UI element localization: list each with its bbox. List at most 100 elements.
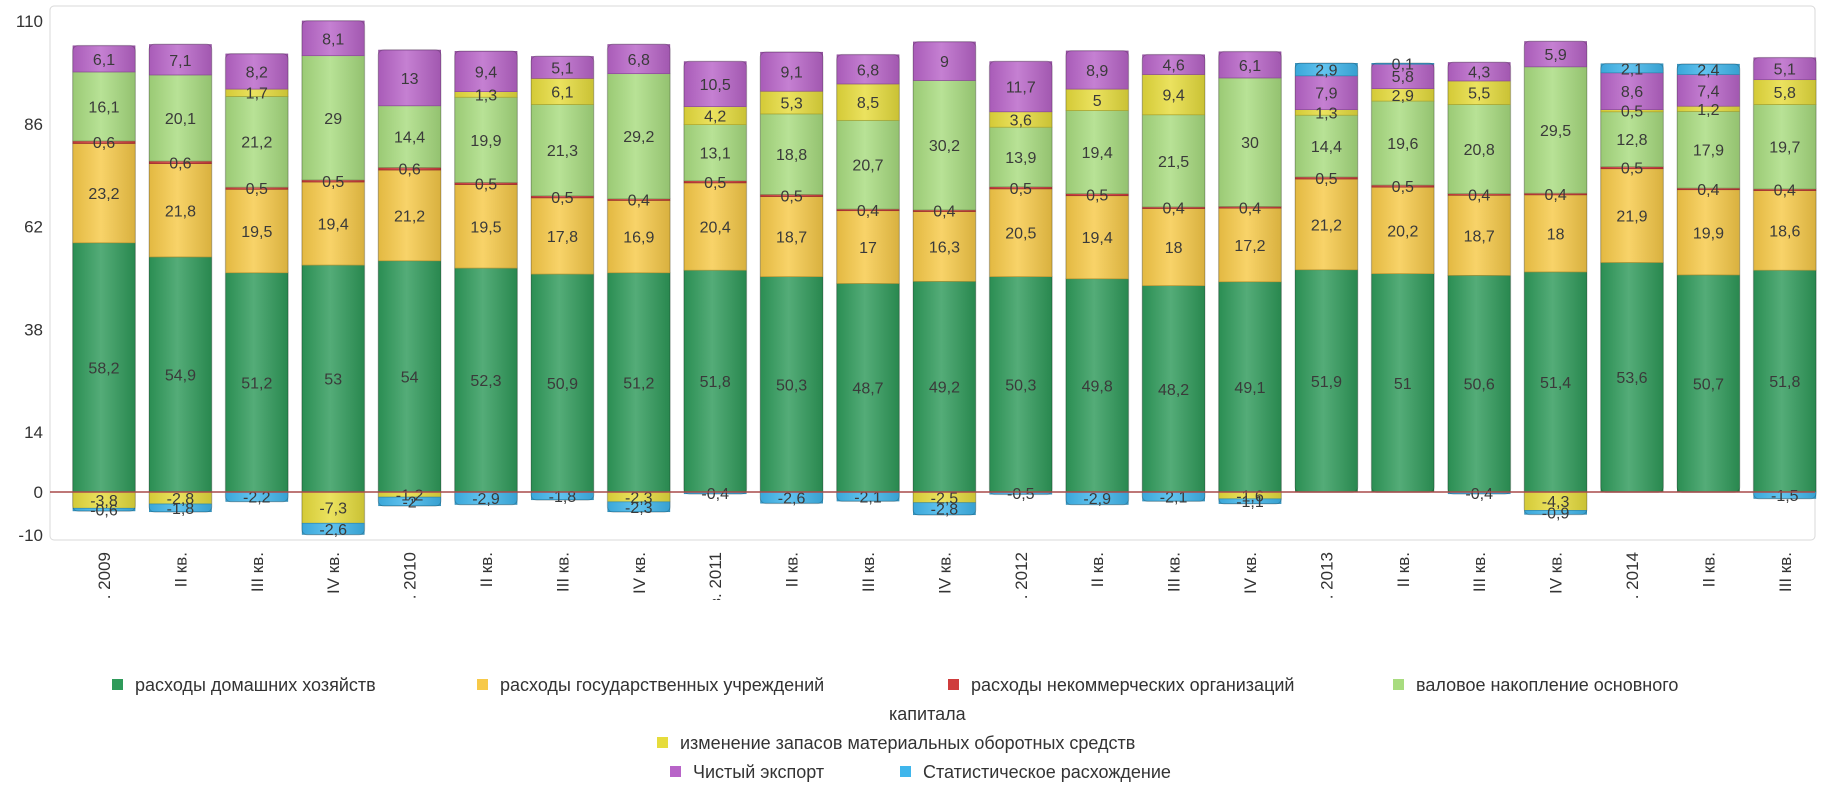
data-label: 7,1 [169, 53, 191, 70]
data-label: 18 [1165, 240, 1183, 257]
data-label: 51,4 [1540, 375, 1571, 392]
bar-segment [1677, 189, 1740, 276]
bar-segment [1677, 110, 1740, 189]
bar-outline [836, 53, 900, 502]
data-label: 2,9 [1315, 63, 1337, 80]
data-label: -7,3 [319, 501, 347, 518]
data-label: 20,4 [700, 220, 731, 237]
bar-outline [1218, 50, 1282, 505]
bar-segment [225, 96, 289, 188]
bar-segment [225, 272, 289, 493]
bar-segment [1218, 281, 1282, 493]
bar-segment [989, 276, 1053, 493]
data-label: -1,5 [1771, 488, 1799, 505]
legend-item-government[interactable]: расходы государственных учреждений [477, 675, 824, 696]
bar-segment [1753, 104, 1817, 190]
data-label: 8,6 [1621, 84, 1643, 101]
data-label: 7,9 [1315, 86, 1337, 103]
data-label: 0,5 [1010, 181, 1032, 198]
data-label: 19,7 [1769, 140, 1800, 157]
bar-segment [683, 182, 747, 271]
data-label: 19,5 [470, 219, 501, 236]
data-label: 8,5 [857, 95, 879, 112]
bar-segment [454, 184, 518, 269]
stacked-bar-chart: -1001438628611058,223,20,616,1-3,86,1-0,… [16, 5, 1817, 625]
data-label: 19,9 [470, 133, 501, 150]
data-label: 19,4 [1082, 145, 1113, 162]
data-label: 51,9 [1311, 374, 1342, 391]
legend-swatch-inventory-change [657, 737, 668, 748]
bar-segment [1295, 75, 1358, 110]
data-label: 16,9 [623, 230, 654, 247]
bar-segment [913, 80, 976, 211]
data-label: 0,4 [857, 203, 879, 220]
x-tick-label: I кв. 2009 [95, 552, 114, 600]
x-tick-label: II кв. [477, 552, 496, 587]
data-label: 50,9 [547, 376, 578, 393]
bar-segment [1371, 186, 1435, 274]
data-label: 5,5 [1468, 86, 1490, 103]
data-label: 2,4 [1697, 62, 1719, 79]
bar-segment [1677, 274, 1740, 493]
bar-segment [1142, 114, 1205, 208]
bar-outline [1523, 40, 1588, 516]
bar-segment [760, 51, 823, 92]
data-label: 0,5 [1621, 161, 1643, 178]
legend-item-households[interactable]: расходы домашних хозяйств [112, 675, 376, 696]
x-tick-label: III кв. [1470, 552, 1489, 592]
bar-segment [1065, 50, 1129, 90]
data-label: 21,2 [394, 208, 425, 225]
data-label: 16,1 [88, 99, 119, 116]
data-label: 19,6 [1387, 136, 1418, 153]
x-tick-label: III кв. [1165, 552, 1184, 592]
legend-item-inventory-change[interactable]: изменение запасов материальных оборотных… [657, 733, 1135, 754]
data-label: 30 [1241, 135, 1259, 152]
data-label: 9,1 [780, 65, 802, 82]
legend-item-statistical-discrepancy[interactable]: Статистическое расхождение [900, 762, 1171, 783]
bar-segment [301, 491, 365, 524]
data-label: 9,4 [475, 65, 497, 82]
data-label: 1,7 [246, 86, 268, 103]
data-label: 18,7 [1464, 228, 1495, 245]
data-label: 51,2 [623, 375, 654, 392]
legend-label-nonprofit: расходы некоммерческих организаций [971, 675, 1295, 695]
x-tick-label: IV кв. [1547, 552, 1566, 594]
data-label: 5 [1093, 93, 1102, 110]
bar-outline [1141, 53, 1206, 502]
data-label: 0,4 [1544, 187, 1566, 204]
data-label: 5,3 [780, 96, 802, 113]
data-label: 21,5 [1158, 154, 1189, 171]
bar-segment [1295, 269, 1358, 493]
legend-item-nonprofit[interactable]: расходы некоммерческих организаций [948, 675, 1295, 696]
bar-segment [836, 119, 900, 210]
legend-item-net-export[interactable]: Чистый экспорт [670, 762, 824, 783]
data-label: -2,3 [625, 500, 653, 517]
data-label: 30,2 [929, 138, 960, 155]
bar-segment [989, 126, 1053, 188]
data-label: -0,6 [90, 503, 118, 520]
data-label: 0,5 [1086, 188, 1108, 205]
data-label: 0,4 [1239, 200, 1261, 217]
bar-segment [72, 45, 136, 73]
data-label: 0,4 [1697, 182, 1719, 199]
bar-outline [912, 40, 977, 516]
data-label: 50,7 [1693, 376, 1724, 393]
bar-segment [1295, 63, 1358, 77]
bar-segment [72, 242, 136, 493]
bar-segment [760, 276, 823, 493]
bar-segment [836, 283, 900, 493]
data-label: 17,8 [547, 229, 578, 246]
bar-outline [759, 51, 824, 505]
data-label: 50,6 [1464, 377, 1495, 394]
data-label: 0,5 [1315, 171, 1337, 188]
data-label: -1,1 [1236, 494, 1264, 511]
bar-segment [1218, 207, 1282, 283]
data-label: 17,2 [1234, 238, 1265, 255]
bar-segment [607, 44, 671, 75]
x-tick-label: I кв. 2010 [401, 552, 420, 600]
data-label: 52,3 [470, 373, 501, 390]
data-label: -2,5 [931, 490, 959, 507]
data-label: 29 [324, 111, 342, 128]
y-tick-label: 14 [24, 423, 43, 442]
legend-item-fixed-capital[interactable]: валовое накопление основного [1393, 675, 1678, 696]
